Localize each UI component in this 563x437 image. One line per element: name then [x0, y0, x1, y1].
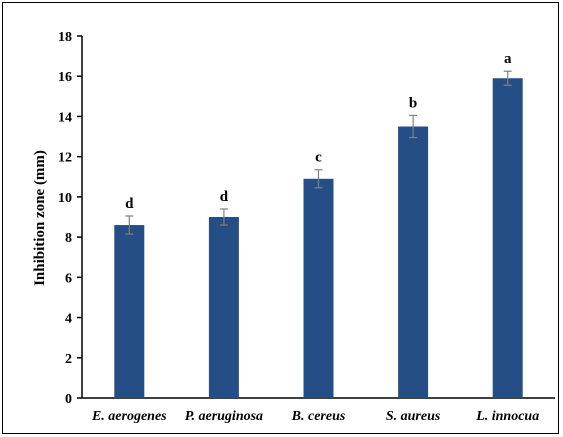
x-tick-label: B. cereus [291, 409, 346, 424]
bars [114, 78, 523, 398]
x-tick-label: S. aureus [386, 409, 441, 424]
y-tick-label: 6 [65, 271, 72, 286]
bar [114, 225, 145, 398]
chart-frame [2, 2, 559, 434]
bar [208, 217, 239, 398]
y-tick-label: 16 [58, 70, 72, 85]
significance-letters: d d c b a [125, 51, 512, 212]
y-tick-label: 2 [65, 352, 72, 367]
y-axis-label-group: Inhibition zone (mm) [32, 150, 48, 286]
y-tick-label: 14 [58, 110, 72, 125]
error-bars [125, 70, 512, 235]
x-tick-label: L. innocua [475, 409, 539, 424]
y-tick-label: 18 [58, 30, 72, 45]
significance-letter: d [220, 189, 229, 205]
x-tick-label: P. aeruginosa [185, 409, 263, 424]
bar [303, 178, 334, 398]
y-tick-label: 8 [65, 231, 72, 246]
y-tick-label: 4 [65, 312, 72, 327]
bar [398, 126, 429, 398]
significance-letter: b [409, 95, 417, 111]
y-axis-label: Inhibition zone (mm) [32, 150, 48, 286]
y-tick-label: 0 [65, 392, 72, 407]
x-tick-label: E. aerogenes [91, 409, 167, 424]
x-tick-labels: E. aerogenes P. aeruginosa B. cereus S. aur… [91, 409, 539, 424]
y-ticks: 0 2 4 6 8 10 12 14 16 18 [58, 30, 82, 407]
y-tick-label: 12 [58, 151, 72, 166]
bar [492, 78, 523, 398]
y-tick-label: 10 [58, 191, 72, 206]
significance-letter: c [315, 150, 322, 166]
significance-letter: a [504, 51, 512, 67]
significance-letter: d [125, 196, 134, 212]
